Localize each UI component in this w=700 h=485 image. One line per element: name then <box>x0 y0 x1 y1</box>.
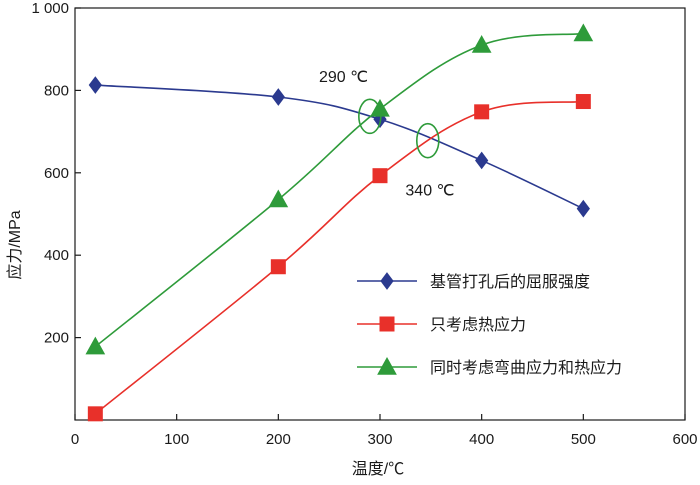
data-point <box>475 151 489 170</box>
data-point <box>85 336 106 355</box>
x-tick-label: 300 <box>367 431 392 448</box>
x-tick-label: 200 <box>266 431 291 448</box>
data-point <box>471 35 492 53</box>
x-tick-label: 0 <box>71 431 79 448</box>
series-3 <box>85 23 594 355</box>
axes: 0 100 200 300 400 500 600 200 400 600 800 1 000 <box>31 0 697 448</box>
y-axis-title: 应力/MPa <box>5 210 24 279</box>
series-line <box>94 100 584 415</box>
legend-label: 同时考虑弯曲应力和热应力 <box>430 358 622 377</box>
y-tick-label: 400 <box>44 247 69 264</box>
x-tick-label: 100 <box>164 431 189 448</box>
legend-item-3: 同时考虑弯曲应力和热应力 <box>357 356 622 377</box>
series-line <box>95 84 584 210</box>
data-point <box>474 104 490 120</box>
annotation-label: 340 ℃ <box>405 182 454 199</box>
legend-marker <box>380 272 394 290</box>
series-line <box>94 32 584 348</box>
legend-marker <box>377 356 397 375</box>
data-point <box>270 259 286 275</box>
x-tick-label: 400 <box>469 431 494 448</box>
data-point <box>576 199 590 218</box>
x-tick-label: 500 <box>571 431 596 448</box>
legend-marker <box>379 316 395 332</box>
data-point <box>372 168 388 184</box>
data-point <box>271 88 285 106</box>
legend-label: 只考虑热应力 <box>430 315 526 334</box>
annotation-label: 290 ℃ <box>319 69 368 86</box>
legend-item-2: 只考虑热应力 <box>357 315 526 334</box>
legend-label: 基管打孔后的屈服强度 <box>430 272 590 291</box>
x-axis-title: 温度/℃ <box>352 460 404 478</box>
series-2 <box>87 94 591 422</box>
intersection-ellipse <box>415 122 440 159</box>
data-point <box>573 23 594 42</box>
x-tick-label: 600 <box>672 431 697 448</box>
annotation-layer: 290 ℃ 340 ℃ <box>319 69 455 199</box>
y-tick-label: 600 <box>44 165 69 182</box>
y-tick-label: 1 000 <box>31 0 69 17</box>
data-point <box>87 406 103 422</box>
series-layer <box>85 23 594 422</box>
data-point <box>88 76 102 94</box>
intersection-ellipse <box>358 98 382 135</box>
series-1 <box>88 76 590 218</box>
legend-item-1: 基管打孔后的屈服强度 <box>357 272 590 291</box>
y-tick-label: 200 <box>44 330 69 347</box>
data-point <box>268 189 289 208</box>
y-tick-label: 800 <box>44 82 69 99</box>
data-point <box>575 94 591 110</box>
